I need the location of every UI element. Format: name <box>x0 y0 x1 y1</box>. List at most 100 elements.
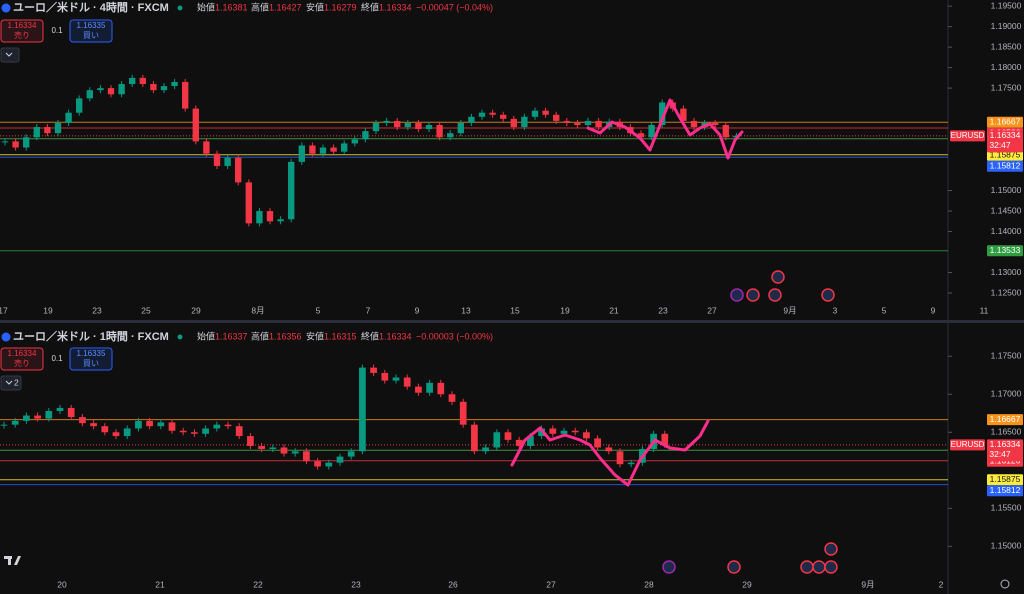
candle <box>213 424 221 429</box>
event-icon[interactable] <box>812 560 826 574</box>
date-label: 8月 <box>251 305 264 315</box>
event-icon[interactable] <box>727 560 741 574</box>
date-label: 25 <box>141 305 151 315</box>
candle <box>504 432 512 440</box>
candle <box>549 428 557 434</box>
candle <box>303 451 310 462</box>
candle <box>437 382 445 395</box>
event-icon[interactable] <box>824 560 838 574</box>
ohlc-key: 安値 <box>306 1 324 12</box>
candle <box>404 122 411 128</box>
candle <box>129 77 136 85</box>
candle <box>135 420 142 429</box>
candle <box>583 432 590 439</box>
candle <box>139 77 146 85</box>
candle <box>0 424 8 426</box>
event-icon[interactable] <box>771 270 785 284</box>
buy-price: 1.16335 <box>77 21 106 30</box>
date-label: 2 <box>939 579 944 589</box>
date-label: 13 <box>461 305 471 315</box>
sell-button[interactable] <box>0 19 44 43</box>
candle <box>471 424 478 452</box>
candle <box>298 145 305 162</box>
candle <box>118 84 125 95</box>
logo-part <box>14 556 21 565</box>
date-label: 29 <box>742 579 752 589</box>
ohlc-key: 高値 <box>251 330 269 341</box>
candle <box>425 125 433 130</box>
candle <box>403 377 411 387</box>
event-icon[interactable] <box>768 288 782 302</box>
candle <box>256 211 263 224</box>
event-icon[interactable] <box>800 560 814 574</box>
candle <box>192 108 199 142</box>
candle <box>202 428 209 434</box>
candle <box>179 430 187 433</box>
event-icon[interactable] <box>821 288 835 302</box>
candle <box>291 451 299 454</box>
settings-icon[interactable] <box>1000 579 1010 589</box>
event-icon[interactable] <box>824 542 838 556</box>
sell-price: 1.16334 <box>8 21 37 30</box>
event-icon[interactable] <box>746 288 760 302</box>
date-label: 29 <box>191 305 201 315</box>
candle <box>67 407 75 418</box>
date-label: 20 <box>57 579 67 589</box>
sell-button[interactable] <box>0 347 44 371</box>
candle <box>171 81 178 87</box>
y-tick-label: 1.12500 <box>991 287 1022 297</box>
price-label: 1.16667 <box>990 117 1021 127</box>
date-label: 22 <box>253 579 263 589</box>
candle <box>459 401 467 425</box>
spread: 0.1 <box>51 354 63 363</box>
date-label: 19 <box>560 305 570 315</box>
price-label: 1.15875 <box>990 150 1021 160</box>
y-tick-label: 1.14500 <box>991 205 1022 215</box>
symbol-tag-box <box>950 439 985 451</box>
candle <box>489 112 496 115</box>
spread: 0.1 <box>51 26 63 35</box>
event-icons[interactable] <box>662 270 838 574</box>
candle <box>235 426 243 437</box>
symbol-tag-box <box>950 130 985 142</box>
date-label: 5 <box>882 305 887 315</box>
buy-button[interactable] <box>69 19 113 43</box>
ohlc-value: 1.16427 <box>269 2 302 12</box>
symbol-icon <box>1 332 11 342</box>
event-icon[interactable] <box>730 288 744 302</box>
candle <box>394 120 401 128</box>
candle <box>347 451 355 457</box>
change: −0.00003 (−0.00%) <box>416 331 493 341</box>
buy-button[interactable] <box>69 347 113 371</box>
y-tick-label: 1.15000 <box>991 185 1022 195</box>
drawings <box>510 98 744 487</box>
candle <box>563 120 570 123</box>
buy-label: 買い <box>83 359 99 368</box>
pane-4h: 1.19500 1.19000 1.18500 1.18000 1.17500 1.150… <box>0 0 1023 315</box>
y-tick-label: 1.15500 <box>991 503 1022 513</box>
ohlc-value: 1.16381 <box>215 2 248 12</box>
candle <box>269 447 277 449</box>
hand-drawing <box>510 419 710 487</box>
candle <box>690 120 698 128</box>
candle <box>478 112 486 117</box>
y-tick-label: 1.15000 <box>991 541 1022 551</box>
candle <box>23 415 30 421</box>
event-icon[interactable] <box>662 560 676 574</box>
date-label: 11 <box>980 305 989 315</box>
collapse-button[interactable] <box>0 375 22 391</box>
candle <box>288 161 295 220</box>
candle <box>515 439 523 446</box>
candle <box>107 88 115 95</box>
date-label: 9 <box>931 305 936 315</box>
ohlc-key: 始値 <box>197 330 215 341</box>
sell-price: 1.16334 <box>8 349 37 358</box>
candle <box>616 451 624 465</box>
candle <box>500 114 507 119</box>
candle <box>1 141 9 143</box>
date-label: 5 <box>316 305 321 315</box>
y-tick-label: 1.17500 <box>991 350 1022 360</box>
candle <box>447 133 454 138</box>
candle <box>56 407 64 411</box>
